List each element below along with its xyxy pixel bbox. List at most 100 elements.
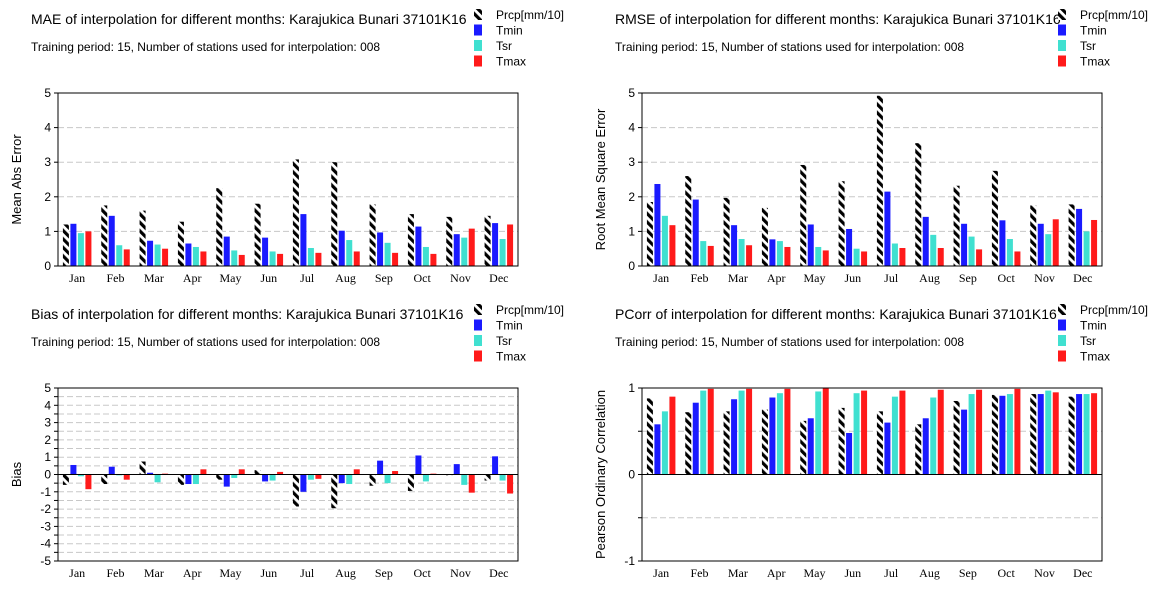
bar-dec-tmin <box>492 456 499 475</box>
bar-apr-prcp-mm-10 <box>761 207 768 266</box>
pcorr-chart: PCorr of interpolation for different mon… <box>593 303 1148 580</box>
bias-chart-subtitle: Training period: 15, Number of stations … <box>31 335 380 349</box>
mae-y-axis-label: Mean Abs Error <box>9 134 24 225</box>
x-tick-label-jun: Jun <box>260 271 277 285</box>
bias-chart: Bias of interpolation for different mont… <box>9 303 564 580</box>
bar-jul-tmax <box>899 248 906 266</box>
bar-aug-tmax <box>937 389 944 475</box>
legend-label-prcp-mm-10: Prcp[mm/10] <box>1080 8 1148 22</box>
bar-oct-tmax <box>1014 251 1021 266</box>
bar-jan-prcp-mm-10 <box>646 201 653 266</box>
bar-jul-tmin <box>884 422 891 475</box>
x-tick-label-mar: Mar <box>144 271 164 285</box>
bar-nov-tmax <box>1052 219 1059 266</box>
legend-label-tmax: Tmax <box>496 350 526 364</box>
x-tick-label-oct: Oct <box>414 566 432 580</box>
legend-swatch-tmax <box>1058 350 1066 362</box>
legend-label-tmax: Tmax <box>1080 55 1110 69</box>
legend-label-tsr: Tsr <box>1080 39 1096 53</box>
bar-nov-prcp-mm-10 <box>1030 394 1037 475</box>
legend-label-tsr: Tsr <box>496 39 512 53</box>
y-tick-label: 1 <box>44 224 51 238</box>
bar-jul-prcp-mm-10 <box>876 95 883 266</box>
rmse-chart-title: RMSE of interpolation for different mont… <box>615 11 1061 27</box>
x-tick-label-nov: Nov <box>450 566 471 580</box>
bar-jul-tsr <box>891 396 898 475</box>
bar-aug-tsr <box>930 234 937 266</box>
bar-feb-prcp-mm-10 <box>101 205 108 266</box>
bar-mar-tmax <box>746 388 753 475</box>
bar-mar-prcp-mm-10 <box>723 411 730 475</box>
bar-dec-tsr <box>1083 394 1090 475</box>
legend-label-prcp-mm-10: Prcp[mm/10] <box>496 303 564 317</box>
bar-mar-prcp-mm-10 <box>139 210 146 266</box>
x-tick-label-nov: Nov <box>1034 271 1055 285</box>
bar-may-tsr <box>815 246 822 266</box>
x-tick-label-jan: Jan <box>653 566 669 580</box>
bar-jun-prcp-mm-10 <box>838 407 845 475</box>
y-tick-label: 1 <box>44 450 51 464</box>
bar-nov-tmax <box>468 474 475 493</box>
bias-y-axis-label: Bias <box>9 461 24 487</box>
x-tick-label-feb: Feb <box>107 566 125 580</box>
pcorr-chart-title: PCorr of interpolation for different mon… <box>615 306 1057 322</box>
bar-jul-tsr <box>307 248 314 266</box>
pcorr-chart-panel: PCorr of interpolation for different mon… <box>584 295 1167 589</box>
legend-swatch-tmin <box>474 24 482 36</box>
x-tick-label-oct: Oct <box>998 566 1016 580</box>
bias-chart-title: Bias of interpolation for different mont… <box>31 306 464 322</box>
bar-dec-tmin <box>492 223 499 266</box>
bar-mar-tmin <box>147 240 154 266</box>
bar-may-tsr <box>231 250 238 266</box>
bar-oct-tmax <box>430 253 437 266</box>
bar-aug-prcp-mm-10 <box>331 474 338 509</box>
bar-aug-prcp-mm-10 <box>331 162 338 266</box>
bar-apr-tmax <box>784 246 791 266</box>
bar-feb-tsr <box>116 245 123 266</box>
bar-nov-tsr <box>1045 234 1052 266</box>
bar-mar-tmin <box>731 399 738 475</box>
bar-jan-tmin <box>70 464 77 475</box>
legend-label-tmin: Tmin <box>496 24 523 38</box>
x-tick-label-nov: Nov <box>450 271 471 285</box>
x-tick-label-sep: Sep <box>959 566 977 580</box>
bar-feb-tmax <box>707 245 714 266</box>
bar-oct-tmax <box>1014 388 1021 475</box>
bar-nov-prcp-mm-10 <box>1030 205 1037 266</box>
legend-swatch-tsr <box>474 335 482 346</box>
bar-mar-tmax <box>746 245 753 266</box>
x-tick-label-nov: Nov <box>1034 566 1055 580</box>
x-tick-label-apr: Apr <box>767 566 786 580</box>
bar-oct-tsr <box>422 246 429 266</box>
legend-swatch-tmax <box>474 55 482 67</box>
bar-may-tmax <box>822 250 829 266</box>
bar-feb-tmin <box>692 402 699 475</box>
bar-may-tmin <box>223 236 230 266</box>
bar-jul-prcp-mm-10 <box>292 474 299 507</box>
y-tick-label: 0 <box>628 468 635 482</box>
bar-mar-tsr <box>738 239 745 266</box>
legend-label-tmin: Tmin <box>1080 319 1107 333</box>
bar-sep-tsr <box>968 394 975 475</box>
bar-apr-tmax <box>200 251 207 266</box>
bar-jul-tmax <box>315 252 322 266</box>
bar-may-tmax <box>238 254 245 266</box>
bar-jan-tsr <box>77 474 84 477</box>
bar-may-tsr <box>815 391 822 475</box>
bar-jul-tmax <box>899 390 906 475</box>
bar-aug-tsr <box>346 240 353 266</box>
bar-mar-tmin <box>147 472 154 475</box>
y-tick-label: 5 <box>44 86 51 100</box>
bar-jun-tmin <box>846 432 853 475</box>
bar-aug-tsr <box>930 397 937 475</box>
bar-aug-tmin <box>922 418 929 475</box>
bar-jul-tmax <box>315 474 322 479</box>
y-tick-label: 5 <box>628 86 635 100</box>
plot-frame <box>641 92 1103 267</box>
bar-jul-prcp-mm-10 <box>292 159 299 266</box>
legend-label-tmin: Tmin <box>496 319 523 333</box>
x-tick-label-aug: Aug <box>335 566 356 580</box>
mae-chart-subtitle: Training period: 15, Number of stations … <box>31 40 380 54</box>
bar-jun-tsr <box>853 248 860 266</box>
bar-jan-prcp-mm-10 <box>62 474 69 485</box>
